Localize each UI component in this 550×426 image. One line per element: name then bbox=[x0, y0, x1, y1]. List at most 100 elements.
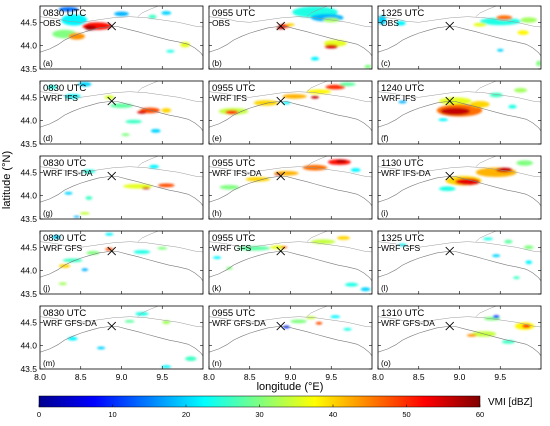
location-marker-icon bbox=[276, 321, 286, 331]
echo-cell bbox=[161, 11, 172, 15]
echo-cell bbox=[97, 346, 106, 350]
echo-cell bbox=[137, 110, 147, 114]
echo-cell bbox=[58, 7, 79, 12]
colorbar-ticks: 0 10 20 30 40 50 60 bbox=[37, 404, 484, 419]
panel-background bbox=[209, 306, 372, 369]
x-tick-label: 9.5 bbox=[494, 372, 506, 382]
echo-cell bbox=[141, 187, 151, 190]
echo-cell bbox=[133, 250, 151, 254]
echo-cell bbox=[81, 268, 89, 272]
echo-cell bbox=[492, 254, 501, 258]
echo-cell bbox=[64, 94, 81, 99]
panel-model-label: WRF IFS-DA bbox=[43, 168, 93, 178]
colorbar-tick-label: 50 bbox=[402, 410, 410, 419]
coastline bbox=[40, 176, 203, 207]
x-tick-label: 8.5 bbox=[244, 372, 256, 382]
location-marker-icon bbox=[276, 171, 286, 181]
region-border bbox=[137, 81, 159, 92]
location-marker-icon bbox=[445, 246, 455, 256]
coastline bbox=[378, 251, 541, 282]
panel-time-label: 0955 UTC bbox=[212, 158, 255, 169]
panel-model-label: WRF GFS-DA bbox=[43, 318, 97, 328]
region-border bbox=[209, 316, 372, 328]
region-border bbox=[475, 6, 497, 17]
echo-cell bbox=[150, 129, 161, 133]
echo-cell bbox=[158, 183, 175, 188]
y-tick-label: 44.5 bbox=[20, 317, 37, 327]
echo-field bbox=[67, 312, 197, 369]
colorbar-tick-label: 60 bbox=[476, 410, 484, 419]
echo-cell bbox=[161, 365, 172, 369]
region-border bbox=[306, 6, 328, 17]
location-marker-icon bbox=[445, 96, 455, 106]
panel-letter: (l) bbox=[381, 284, 388, 293]
region-border bbox=[209, 166, 372, 178]
panel-model-label: WRF IFS-DA bbox=[212, 168, 262, 178]
location-marker-icon bbox=[107, 171, 117, 181]
echo-cell bbox=[473, 22, 487, 27]
coastline bbox=[209, 101, 372, 132]
x-tick-label: 9.0 bbox=[454, 372, 466, 382]
region-border bbox=[306, 156, 328, 167]
echo-cell bbox=[306, 89, 332, 94]
y-tick-label: 44.5 bbox=[20, 167, 37, 177]
region-border bbox=[306, 306, 328, 317]
x-tick-label: 8.5 bbox=[413, 372, 425, 382]
echo-cell bbox=[84, 25, 97, 31]
coastline bbox=[40, 26, 203, 57]
colorbar-tick-label: 10 bbox=[108, 410, 116, 419]
panel-time-label: 1310 UTC bbox=[381, 308, 424, 319]
echo-cell bbox=[125, 119, 142, 124]
echo-cell bbox=[492, 315, 500, 319]
echo-cell bbox=[148, 14, 157, 19]
panel-background bbox=[40, 81, 203, 144]
echo-cell bbox=[350, 168, 361, 172]
echo-cell bbox=[470, 101, 490, 108]
panel-model-label: WRF IFS bbox=[212, 93, 247, 103]
y-tick-label: 44.0 bbox=[20, 266, 37, 276]
echo-cell bbox=[62, 258, 83, 263]
echo-cell bbox=[225, 110, 239, 115]
panel-time-label: 0830 UTC bbox=[43, 158, 86, 169]
echo-cell bbox=[58, 282, 67, 286]
echo-cell bbox=[496, 15, 513, 20]
echo-cell bbox=[438, 118, 449, 122]
panel-background bbox=[209, 231, 372, 294]
coastline bbox=[378, 176, 541, 207]
region-border bbox=[137, 6, 159, 17]
y-tick-label: 44.5 bbox=[20, 242, 37, 252]
echo-cell bbox=[439, 97, 472, 105]
panel-background bbox=[378, 156, 541, 219]
panel-model-label: WRF GFS bbox=[212, 243, 252, 253]
panel-letter: (a) bbox=[43, 59, 53, 68]
location-marker-icon bbox=[445, 21, 455, 31]
echo-cell bbox=[213, 256, 222, 259]
panel-model-label: WRF GFS bbox=[43, 243, 83, 253]
coastline bbox=[40, 326, 203, 357]
x-tick-label: 9.0 bbox=[116, 372, 128, 382]
panel-letter: (g) bbox=[43, 209, 53, 218]
panel-time-label: 1325 UTC bbox=[381, 233, 424, 244]
echo-field bbox=[378, 15, 541, 67]
panel-time-label: 0830 UTC bbox=[43, 8, 86, 19]
colorbar-label: VMI [dBZ] bbox=[488, 397, 533, 408]
panel-time-label: 0830 UTC bbox=[43, 308, 86, 319]
y-tick-label: 44.5 bbox=[20, 17, 37, 27]
coastline bbox=[40, 101, 203, 132]
location-marker-icon bbox=[276, 96, 286, 106]
echo-cell bbox=[79, 212, 90, 215]
panel-letter: (m) bbox=[43, 359, 55, 368]
echo-cell bbox=[324, 44, 338, 49]
y-tick-label: 44.0 bbox=[20, 341, 37, 351]
echo-cell bbox=[73, 215, 80, 218]
y-tick-label: 43.5 bbox=[20, 364, 37, 374]
echo-cell bbox=[517, 30, 529, 35]
panel-background bbox=[40, 231, 203, 294]
echo-cell bbox=[185, 356, 197, 362]
